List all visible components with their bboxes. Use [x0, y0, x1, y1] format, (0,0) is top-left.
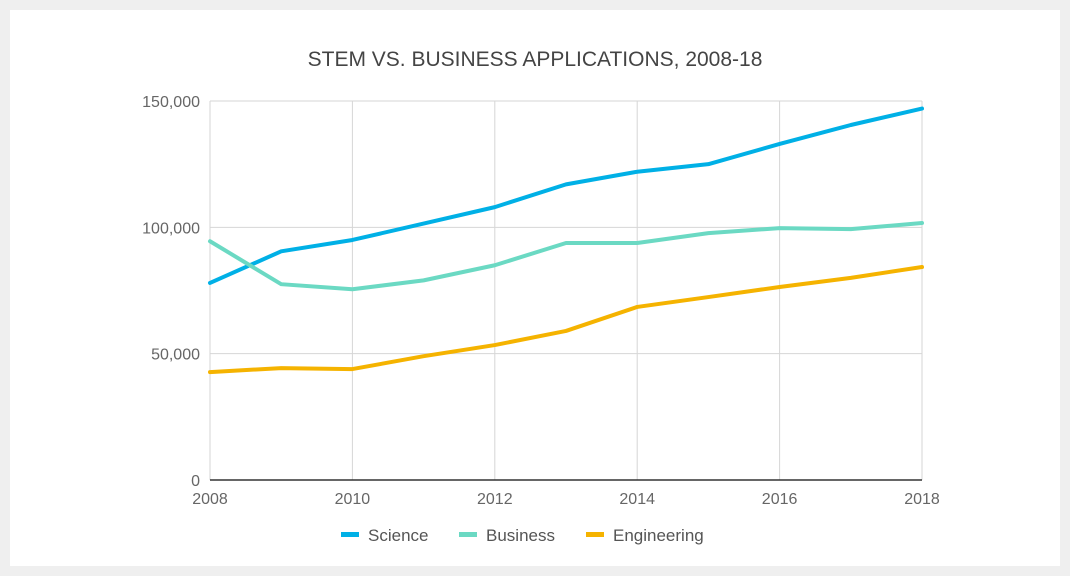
- legend-item-business: Business: [459, 526, 555, 545]
- chart-card: [10, 10, 1060, 566]
- y-tick-label: 150,000: [142, 94, 200, 111]
- legend-label: Business: [486, 526, 555, 545]
- legend-item-science: Science: [341, 526, 428, 545]
- y-tick-label: 0: [191, 473, 200, 490]
- x-tick-label: 2010: [335, 491, 371, 508]
- x-tick-label: 2014: [619, 491, 655, 508]
- legend-swatch: [586, 532, 604, 537]
- legend-label: Science: [368, 526, 428, 545]
- series-line-engineering: [208, 265, 924, 375]
- legend-item-engineering: Engineering: [586, 526, 704, 545]
- legend-label: Engineering: [613, 526, 704, 545]
- legend-swatch: [459, 532, 477, 537]
- x-tick-label: 2016: [762, 491, 798, 508]
- y-tick-label: 50,000: [151, 347, 200, 364]
- y-tick-label: 100,000: [142, 220, 200, 237]
- chart-title: STEM VS. BUSINESS APPLICATIONS, 2008-18: [308, 48, 763, 71]
- x-tick-label: 2018: [904, 491, 940, 508]
- series-line-science: [208, 106, 924, 285]
- series-line-business: [208, 221, 924, 292]
- x-tick-label: 2008: [192, 491, 228, 508]
- x-tick-label: 2012: [477, 491, 513, 508]
- legend-swatch: [341, 532, 359, 537]
